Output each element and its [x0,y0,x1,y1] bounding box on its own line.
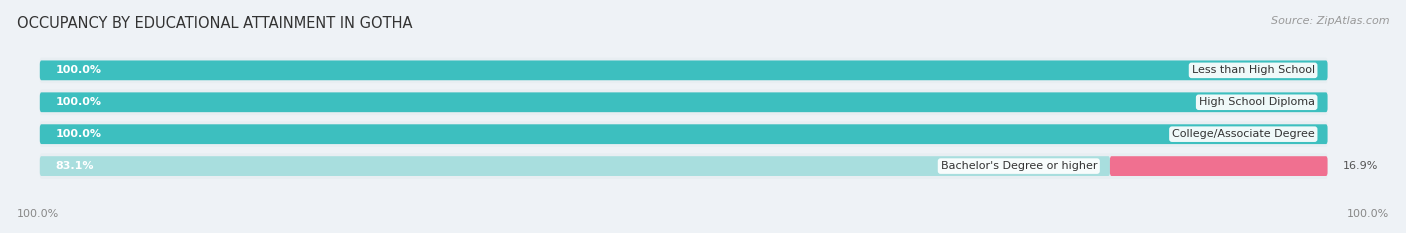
Text: Less than High School: Less than High School [1191,65,1315,75]
FancyBboxPatch shape [39,89,1327,115]
Text: 100.0%: 100.0% [17,209,59,219]
Text: 100.0%: 100.0% [55,97,101,107]
FancyBboxPatch shape [39,58,1327,83]
FancyBboxPatch shape [39,60,1327,80]
Text: 100.0%: 100.0% [55,65,101,75]
Text: College/Associate Degree: College/Associate Degree [1173,129,1315,139]
Text: 83.1%: 83.1% [55,161,94,171]
Text: Source: ZipAtlas.com: Source: ZipAtlas.com [1271,16,1389,26]
FancyBboxPatch shape [39,124,1327,144]
Text: 100.0%: 100.0% [1347,209,1389,219]
Text: 100.0%: 100.0% [55,129,101,139]
FancyBboxPatch shape [39,121,1327,147]
Text: OCCUPANCY BY EDUCATIONAL ATTAINMENT IN GOTHA: OCCUPANCY BY EDUCATIONAL ATTAINMENT IN G… [17,16,412,31]
FancyBboxPatch shape [39,92,1327,112]
FancyBboxPatch shape [39,153,1327,179]
Text: 16.9%: 16.9% [1343,161,1378,171]
FancyBboxPatch shape [39,156,1109,176]
Text: Bachelor's Degree or higher: Bachelor's Degree or higher [941,161,1097,171]
Text: High School Diploma: High School Diploma [1199,97,1315,107]
FancyBboxPatch shape [1109,156,1327,176]
